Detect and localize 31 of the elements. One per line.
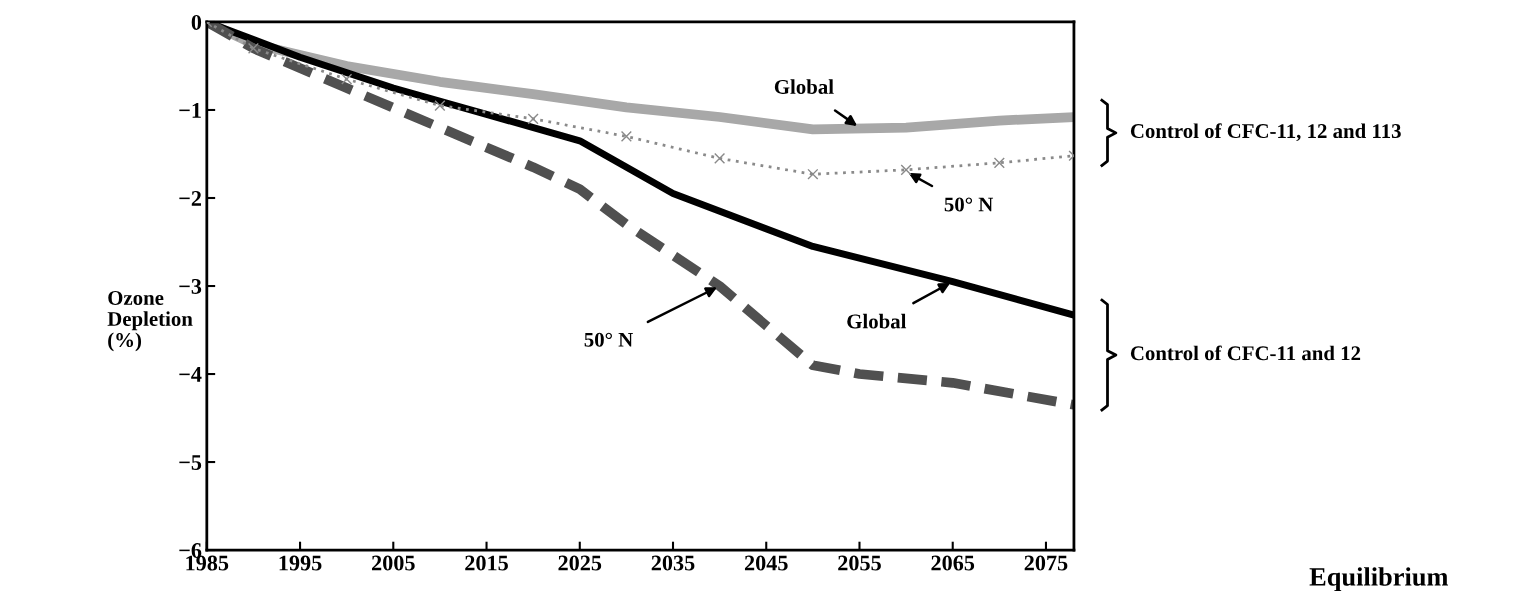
y-tick-label: −5 [179,455,202,470]
x-tick-label: 2065 [931,555,975,571]
point [620,130,632,142]
x-tick-label: 2015 [465,555,508,571]
y-tick-label: −4 [179,367,202,382]
point [714,152,726,164]
point [341,73,353,85]
text: Control of CFC-11, 12 and 113 [1130,123,1401,142]
x-tick-label: 2025 [558,555,602,571]
point [247,42,259,54]
y-tick-label: −3 [179,279,202,294]
x-tick-label: 2045 [744,555,788,571]
point [807,168,819,180]
x-tick-label: 2055 [838,555,881,571]
annotation: Global [774,79,834,94]
y-tick-label: −2 [179,190,201,206]
text: Control of CFC-11 and 12 [1130,345,1361,361]
x-tick-label: 2035 [651,555,695,571]
annotation: Global [847,313,907,329]
point [993,157,1005,169]
x-tick-label: 2005 [372,555,415,571]
point [527,113,539,125]
annotation: 50° N [944,197,994,212]
point [434,100,446,112]
x-tick-label: 2075 [1024,555,1068,571]
y-tick-label: −1 [179,103,201,118]
annotation: 50° N [584,332,633,347]
y-tick-label: 0 [191,14,202,30]
point [900,164,912,176]
text: Equilibrium [1309,567,1449,592]
x-tick-label: 1995 [279,555,322,571]
